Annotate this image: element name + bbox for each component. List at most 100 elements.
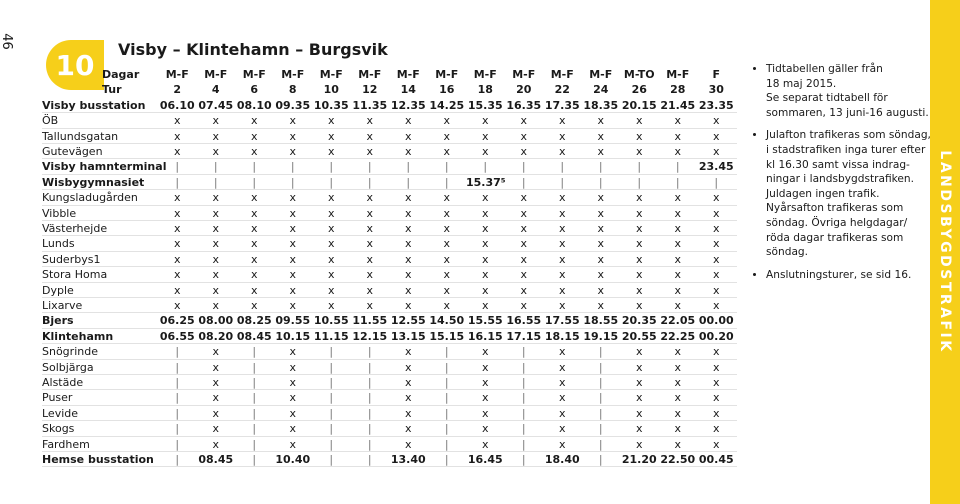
table-row: Suderbys1 x x x x x x x x x x x x x x x [42, 252, 737, 268]
row-label: Hemse busstation [42, 453, 154, 466]
table-row: Solbjärga | x | x | | x | x | x | x x x [42, 360, 737, 375]
table-cell: x [520, 191, 527, 205]
table-cell: x [404, 299, 412, 312]
table-cell: x [289, 191, 296, 205]
table-cell: x [212, 283, 219, 297]
table-cell: | [367, 391, 372, 405]
table-cell: x [481, 437, 489, 451]
row-label: Solbjärga [42, 360, 94, 374]
row-label: Wisbygymnasiet [42, 175, 145, 189]
table-row: Alstäde | x | x | | x | x | x | x x x [42, 375, 737, 391]
table-cell: | [175, 376, 180, 389]
row-label: Kungsladugården [42, 191, 138, 205]
note-line: Tidtabellen gäller från [766, 63, 883, 75]
table-cell: | [329, 175, 334, 189]
row-label: Suderbys1 [42, 252, 101, 266]
table-cell: x [443, 222, 450, 235]
table-cell: M-F [589, 68, 613, 81]
row-label: Puser [42, 391, 73, 405]
table-cell: x [481, 422, 489, 436]
table-cell: 22.25 [660, 329, 696, 343]
table-cell: 15.35 [467, 98, 503, 112]
table-cell: x [327, 206, 335, 220]
table-cell: x [558, 222, 566, 235]
table-cell: M-F [396, 68, 420, 81]
table-row: Levide | x | x | | x | x | x | x x x [42, 406, 737, 422]
table-cell: x [212, 252, 219, 266]
table-cell: x [212, 206, 219, 220]
table-cell: 13.40 [390, 453, 426, 466]
table-cell: | [175, 422, 180, 436]
table-cell: | [213, 175, 218, 189]
table-cell: 12 [362, 83, 378, 97]
table-cell: x [712, 391, 720, 405]
table-cell: M-TO [623, 68, 655, 81]
table-row: Stora Homa x x x x x x x x x x x x x x x [42, 267, 737, 283]
table-cell: x [712, 345, 720, 359]
table-cell: 28 [670, 83, 686, 97]
table-cell: x [366, 237, 373, 251]
table-cell: | [444, 422, 449, 436]
table-cell: | [175, 360, 180, 374]
table-cell: 2 [173, 83, 182, 97]
table-cell: x [597, 268, 604, 282]
table-cell: x [289, 376, 296, 389]
table-cell: x [712, 360, 720, 374]
table-cell: x [289, 283, 296, 297]
table-cell: x [366, 114, 373, 128]
note-line: Juldagen ingen trafik. [766, 187, 880, 200]
table-cell: 12.15 [352, 329, 388, 343]
table-cell: x [173, 206, 181, 220]
table-cell: | [213, 160, 218, 174]
table-cell: | [560, 160, 565, 174]
table-cell: x [674, 114, 681, 128]
table-cell: x [327, 191, 335, 205]
note-line: Se separat tidtabell för [766, 92, 888, 105]
note-line: röda dagar trafikeras som [766, 231, 904, 244]
table-cell: | [290, 160, 295, 174]
notes: Tidtabellen gäller från 18 maj 2015. Se se… [752, 62, 936, 290]
table-cell: x [481, 283, 489, 297]
table-cell: x [289, 145, 296, 158]
note-line: Anslutningsturer, se sid 16. [766, 268, 912, 281]
table-cell: 08.45 [236, 329, 272, 343]
note-line: söndag. Övriga helgdagar/ [766, 216, 908, 229]
table-cell: x [712, 237, 720, 251]
table-cell: x [635, 406, 643, 420]
table-cell: 06.25 [159, 314, 195, 328]
table-cell: x [289, 345, 296, 359]
table-cell: x [558, 129, 566, 143]
table-cell: x [481, 145, 489, 158]
row-label: Dagar [102, 68, 140, 81]
table-cell: 6 [250, 83, 259, 97]
table-cell: x [250, 252, 258, 266]
table-cell: x [635, 299, 643, 312]
table-cell: 17.55 [544, 314, 580, 328]
table-cell: x [558, 376, 566, 389]
table-cell: | [367, 437, 372, 451]
table-cell: x [481, 237, 489, 251]
table-row: Vibble x x x x x x x x x x x x x x x [42, 206, 737, 221]
table-cell: 20.35 [621, 314, 657, 328]
table-cell: x [404, 129, 412, 143]
table-cell: | [329, 360, 334, 374]
table-cell: | [598, 391, 603, 405]
table-cell: 16.35 [506, 98, 542, 112]
table-cell: x [212, 437, 219, 451]
table-cell: x [635, 345, 643, 359]
table-cell: | [444, 406, 449, 420]
row-label: Levide [42, 406, 79, 420]
table-cell: x [558, 145, 566, 158]
table-cell: | [367, 360, 372, 374]
table-cell: | [367, 345, 372, 359]
table-cell: x [558, 299, 566, 312]
table-cell: | [329, 437, 334, 451]
table-cell: | [329, 160, 334, 174]
table-row: Gutevägen x x x x x x x x x x x x x x x [42, 144, 737, 160]
table-row: Tur 2 4 6 8 10 12 14 16 18 20 22 24 26 28 30 [42, 82, 737, 97]
table-cell: x [173, 145, 181, 158]
table-cell: 10 [323, 83, 339, 97]
table-cell: x [366, 268, 373, 282]
table-cell: x [443, 252, 450, 266]
table-cell: x [597, 299, 604, 312]
